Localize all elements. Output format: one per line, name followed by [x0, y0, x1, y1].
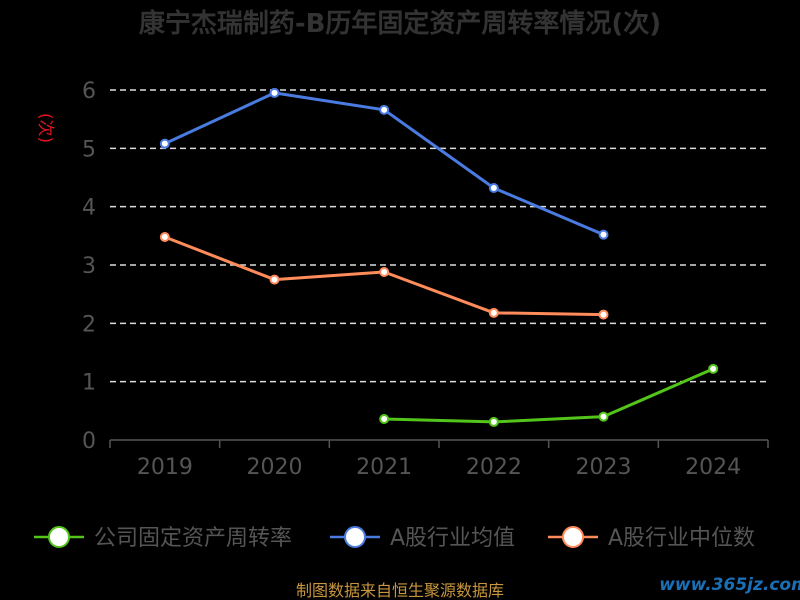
grid: [110, 89, 768, 383]
data-point[interactable]: [159, 138, 170, 149]
legend-item-1[interactable]: A股行业均值: [330, 526, 515, 551]
legend-item-0[interactable]: 公司固定资产周转率: [34, 526, 292, 551]
legend-swatch-marker: [344, 526, 366, 548]
legend-label: 公司固定资产周转率: [94, 526, 292, 551]
legend[interactable]: 公司固定资产周转率 A股行业均值 A股行业中位数: [34, 526, 755, 551]
legend-item-2[interactable]: A股行业中位数: [548, 526, 755, 551]
data-point[interactable]: [269, 87, 280, 98]
data-point[interactable]: [488, 307, 499, 318]
y-tick-label: 1: [82, 371, 96, 396]
data-point[interactable]: [379, 414, 390, 424]
y-tick-label: 3: [82, 254, 96, 279]
y-tick-label: 4: [82, 196, 96, 221]
watermark: www.365jz.com: [659, 575, 800, 595]
series-group: [159, 87, 719, 427]
x-tick-label: 2024: [685, 455, 741, 480]
data-point[interactable]: [598, 229, 609, 240]
data-point[interactable]: [379, 104, 390, 115]
legend-label: A股行业中位数: [608, 526, 755, 551]
y-tick-label: 0: [82, 429, 96, 454]
x-tick-label: 2022: [466, 455, 522, 480]
data-point[interactable]: [488, 183, 499, 193]
y-axis-label: (次): [35, 113, 55, 143]
source-note: 制图数据来自恒生聚源数据库: [296, 581, 504, 600]
axes: 0 1 2 3 4 5 6 2019 2020 2021 2022 2023 2024: [82, 79, 769, 480]
legend-swatch-marker: [562, 526, 584, 548]
x-tick-label: 2019: [137, 455, 193, 480]
data-point[interactable]: [488, 416, 499, 427]
x-tick-label: 2020: [247, 455, 303, 480]
x-tick-label: 2023: [576, 455, 632, 480]
data-point[interactable]: [598, 411, 609, 422]
data-point[interactable]: [598, 309, 609, 320]
y-tick-label: 6: [82, 79, 96, 104]
legend-swatch-marker: [48, 526, 70, 548]
legend-label: A股行业均值: [390, 526, 515, 551]
y-tick-label: 5: [82, 137, 96, 162]
chart-title: 康宁杰瑞制药-B历年固定资产周转率情况(次): [139, 8, 661, 39]
data-point[interactable]: [269, 274, 280, 285]
data-point[interactable]: [708, 363, 719, 374]
series-line-0: [384, 367, 714, 424]
data-point[interactable]: [159, 232, 170, 242]
x-tick-label: 2021: [356, 455, 412, 480]
y-tick-label: 2: [82, 312, 96, 337]
data-point[interactable]: [379, 267, 390, 277]
